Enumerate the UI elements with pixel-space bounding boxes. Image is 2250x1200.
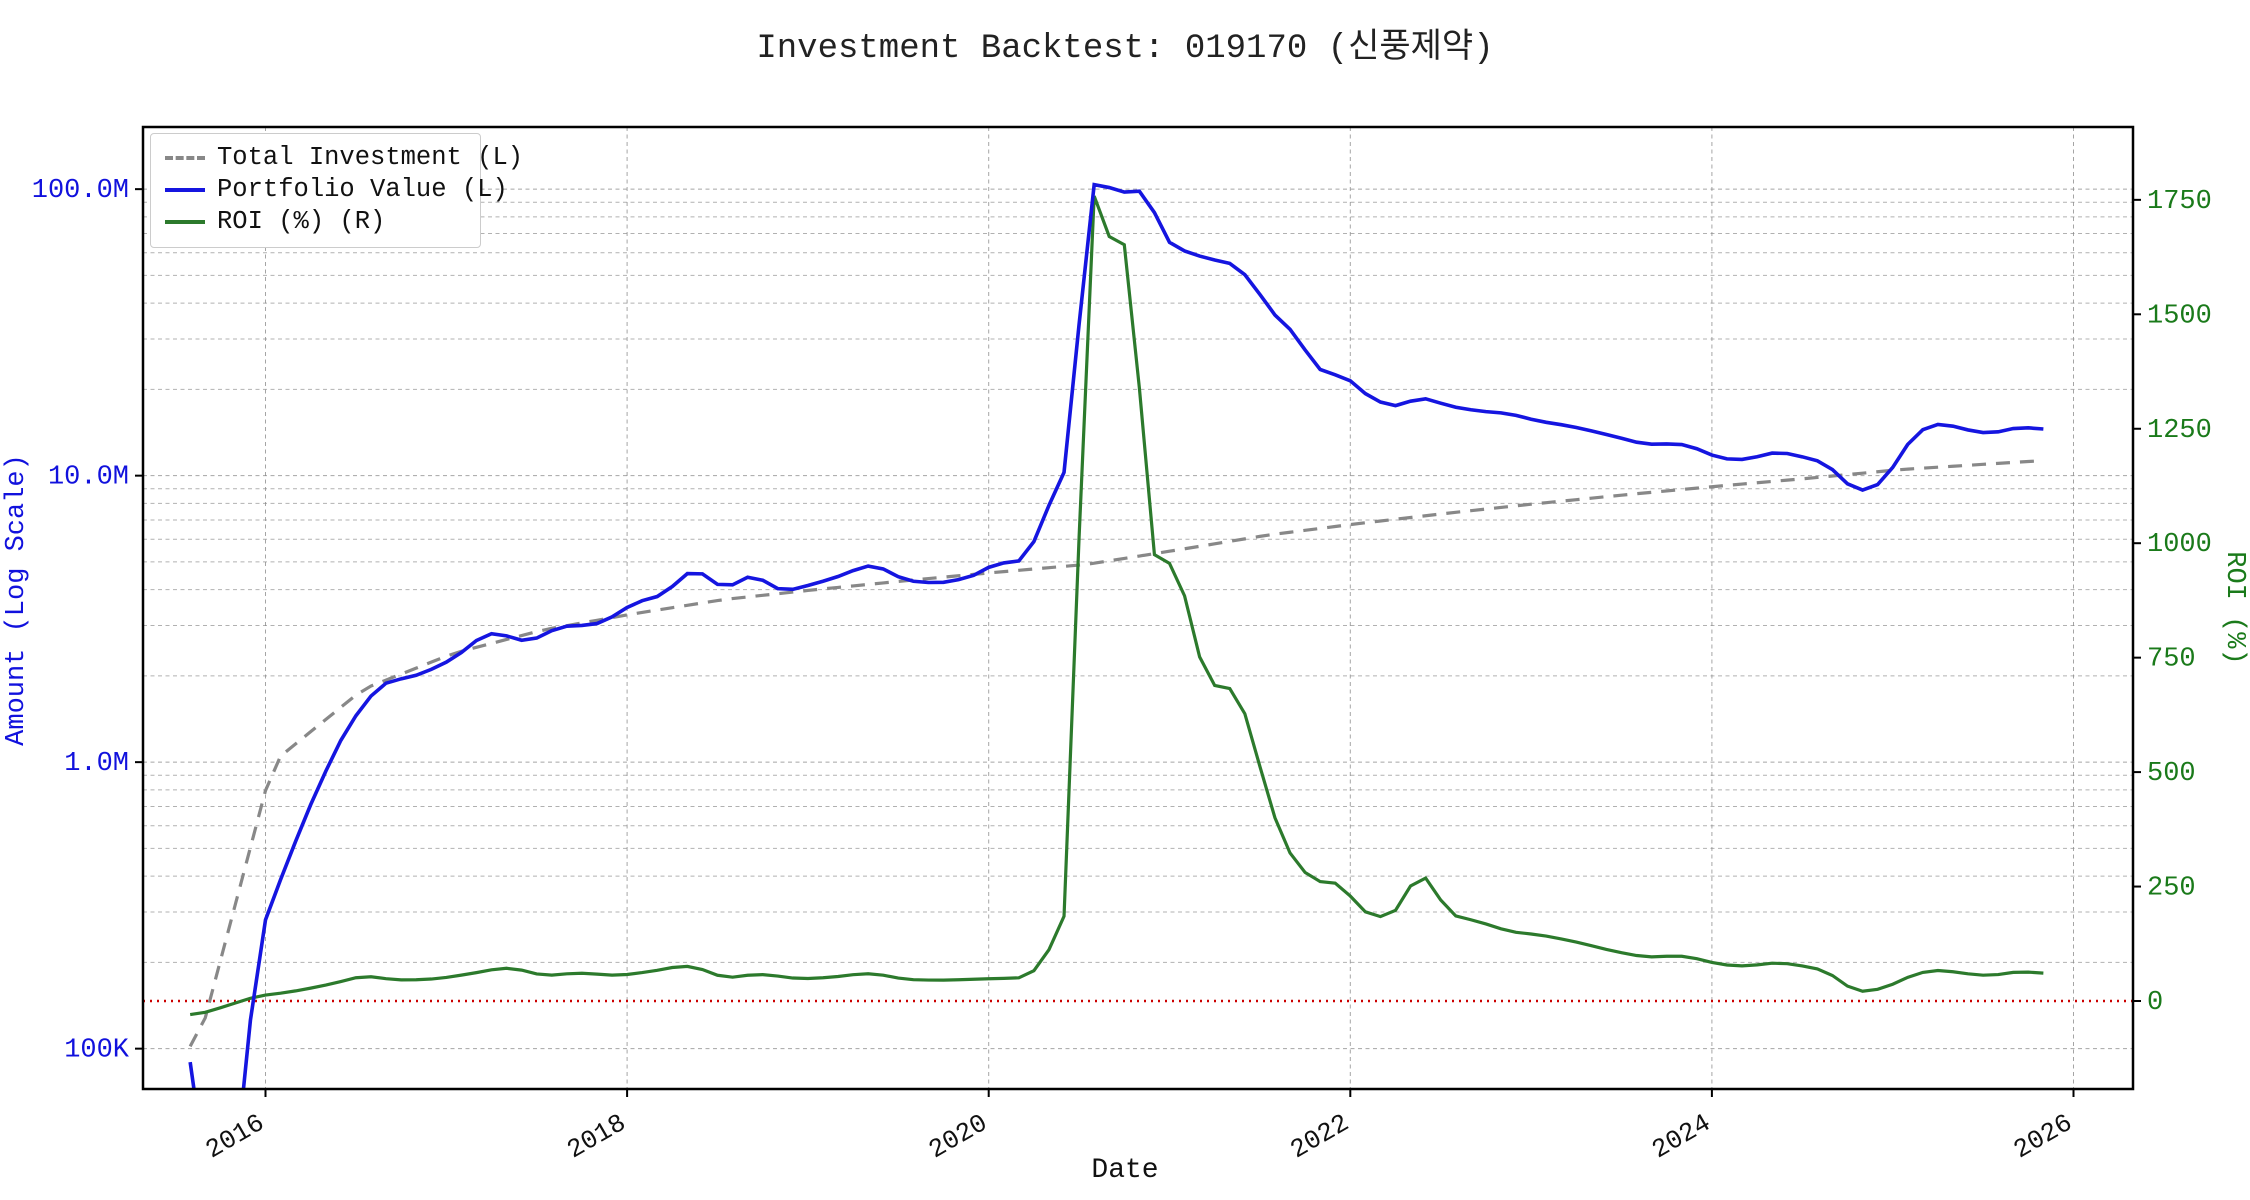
svg-text:0: 0 xyxy=(2147,988,2163,1018)
svg-text:750: 750 xyxy=(2147,645,2196,675)
svg-text:1500: 1500 xyxy=(2147,301,2212,331)
svg-text:1250: 1250 xyxy=(2147,416,2212,446)
svg-text:1000: 1000 xyxy=(2147,530,2212,560)
svg-text:1.0M: 1.0M xyxy=(64,749,129,779)
svg-text:500: 500 xyxy=(2147,759,2196,789)
svg-text:100K: 100K xyxy=(64,1036,130,1066)
svg-text:100.0M: 100.0M xyxy=(32,176,129,206)
svg-text:1750: 1750 xyxy=(2147,187,2212,217)
svg-text:250: 250 xyxy=(2147,874,2196,904)
svg-text:10.0M: 10.0M xyxy=(48,463,129,493)
svg-text:ROI (%): ROI (%) xyxy=(2219,551,2249,664)
